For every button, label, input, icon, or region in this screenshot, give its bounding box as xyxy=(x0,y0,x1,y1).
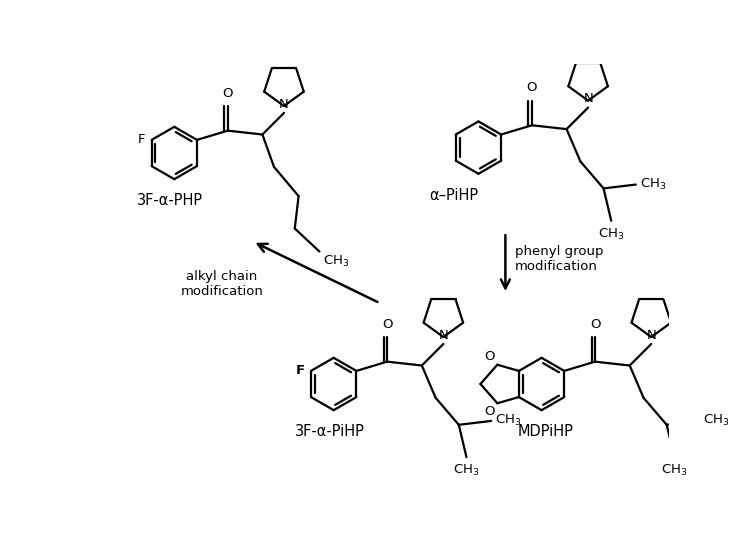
Text: N: N xyxy=(279,98,289,111)
Text: F: F xyxy=(296,365,305,378)
Text: 3F-α-PiHP: 3F-α-PiHP xyxy=(295,424,365,439)
Text: CH$_3$: CH$_3$ xyxy=(640,177,666,192)
Text: α–PiHP: α–PiHP xyxy=(429,188,478,203)
Text: CH$_3$: CH$_3$ xyxy=(323,254,349,269)
Text: alkyl chain
modification: alkyl chain modification xyxy=(180,270,264,298)
Text: F: F xyxy=(138,133,145,147)
Text: O: O xyxy=(484,405,494,418)
Text: O: O xyxy=(590,318,600,331)
Text: MDPiHP: MDPiHP xyxy=(518,424,574,439)
Text: N: N xyxy=(583,92,593,105)
Text: CH$_3$: CH$_3$ xyxy=(495,413,522,429)
Text: CH$_3$: CH$_3$ xyxy=(453,463,480,478)
Text: O: O xyxy=(223,87,233,100)
Text: phenyl group
modification: phenyl group modification xyxy=(515,245,603,273)
Text: O: O xyxy=(484,350,494,363)
Text: N: N xyxy=(439,329,448,342)
Text: CH$_3$: CH$_3$ xyxy=(598,227,624,242)
Text: 3F-α-PHP: 3F-α-PHP xyxy=(137,193,203,208)
Text: O: O xyxy=(527,82,537,95)
Text: O: O xyxy=(382,318,393,331)
Text: CH$_3$: CH$_3$ xyxy=(703,413,729,429)
Text: CH$_3$: CH$_3$ xyxy=(661,463,688,478)
Text: N: N xyxy=(647,329,656,342)
